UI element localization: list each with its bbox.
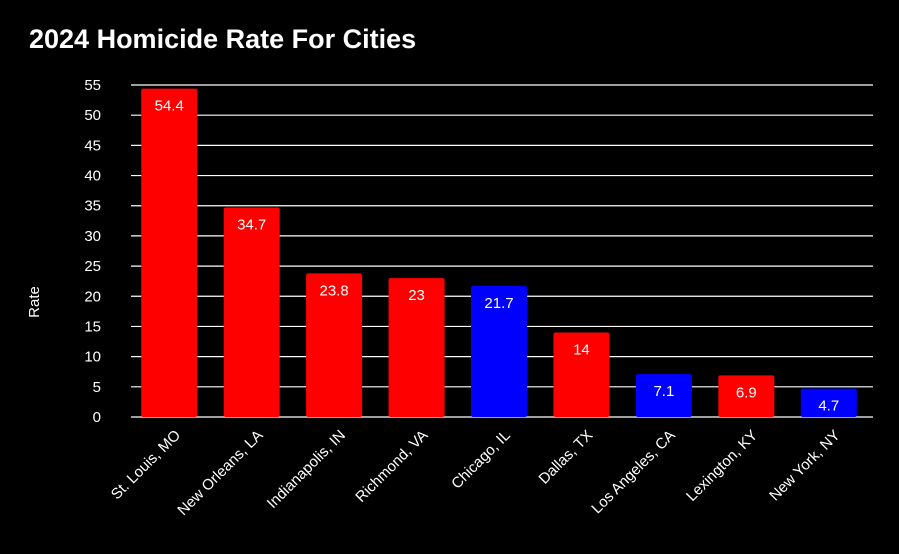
y-tick-label: 40 <box>84 168 101 185</box>
bar <box>141 88 198 417</box>
bar-value-label: 7.1 <box>653 383 674 400</box>
bar-value-label: 6.9 <box>736 384 757 401</box>
chart-title: 2024 Homicide Rate For Cities <box>29 24 417 54</box>
x-tick-label: New York, NY <box>766 427 843 504</box>
x-tick-label: Los Angeles, CA <box>588 427 678 517</box>
bar-value-label: 23 <box>408 287 425 304</box>
bar <box>800 388 857 417</box>
x-tick-label: Indianapolis, IN <box>264 427 349 512</box>
bar <box>553 332 610 417</box>
bar <box>306 273 363 417</box>
y-tick-label: 30 <box>84 228 101 245</box>
x-tick-label: Chicago, IL <box>448 427 514 493</box>
bar <box>718 375 775 417</box>
y-tick-label: 5 <box>93 379 101 396</box>
y-tick-label: 50 <box>84 107 101 124</box>
y-axis-ticks: 0 5 10 15 20 25 30 35 40 45 50 55 <box>84 77 101 426</box>
bar-value-label: 14 <box>573 341 590 358</box>
x-tick-label: New Orleans, LA <box>174 427 266 519</box>
x-tick-label: St. Louis, MO <box>108 427 184 503</box>
x-tick-label: Lexington, KY <box>683 427 761 505</box>
y-tick-label: 55 <box>84 77 101 94</box>
bars: 54.4 34.7 23.8 23 21.7 14 7.1 6.9 4.7 <box>141 88 857 417</box>
y-axis-title: Rate <box>26 286 43 318</box>
bar-value-label: 23.8 <box>320 282 349 299</box>
y-tick-label: 20 <box>84 288 101 305</box>
bar <box>388 278 445 417</box>
bar <box>223 207 280 417</box>
bar-value-label: 4.7 <box>818 398 839 415</box>
bar <box>471 286 527 417</box>
y-tick-label: 45 <box>84 137 101 154</box>
bar <box>635 374 692 417</box>
y-tick-label: 15 <box>84 318 101 335</box>
y-tick-label: 0 <box>93 409 101 426</box>
y-tick-label: 10 <box>84 349 101 366</box>
x-tick-label: Dallas, TX <box>536 427 597 488</box>
bar-value-label: 34.7 <box>237 217 266 234</box>
bar-value-label: 54.4 <box>155 98 184 115</box>
y-tick-label: 35 <box>84 198 101 215</box>
x-tick-label: Richmond, VA <box>352 427 431 506</box>
bar-value-label: 21.7 <box>484 295 513 312</box>
y-tick-label: 25 <box>84 258 101 275</box>
